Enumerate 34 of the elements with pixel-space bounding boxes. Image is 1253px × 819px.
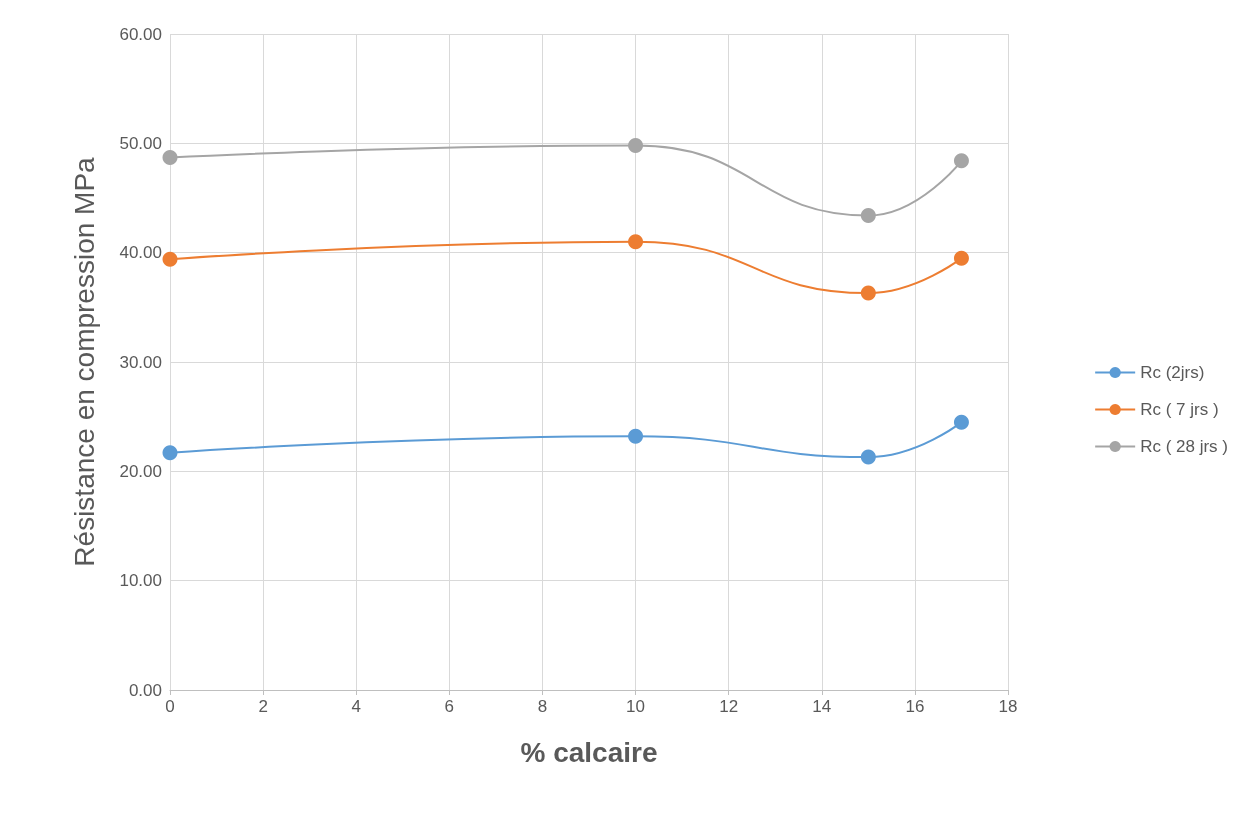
x-tick-label: 12 [719, 697, 739, 716]
point [162, 150, 178, 166]
x-tick-label: 18 [998, 697, 1018, 716]
legend-label: Rc ( 7 jrs ) [1140, 400, 1219, 419]
x-tick-label: 0 [165, 697, 175, 716]
point [162, 251, 178, 267]
y-tick-label: 0.00 [128, 680, 162, 700]
legend-label: Rc (2jrs) [1140, 363, 1205, 382]
y-tick-label: 10.00 [119, 571, 162, 591]
x-tick-label: 14 [812, 697, 832, 716]
point [860, 285, 876, 301]
point [953, 414, 969, 430]
x-tick-label: 6 [444, 697, 455, 716]
x-axis-title: % calcaire [520, 736, 658, 768]
x-tick-label: 4 [351, 697, 361, 716]
point [628, 234, 644, 250]
y-tick-label: 20.00 [119, 461, 162, 481]
point [953, 250, 969, 266]
y-axis-title: Résistance en compression MPa [68, 156, 100, 567]
legend-label: Rc ( 28 jrs ) [1140, 437, 1228, 456]
point [162, 445, 178, 461]
y-tick-label: 40.00 [119, 243, 162, 263]
x-tick-label: 16 [905, 697, 925, 716]
y-tick-label: 60.00 [119, 24, 162, 44]
point [860, 449, 876, 465]
y-tick-label: 50.00 [119, 133, 162, 153]
x-tick-label: 2 [258, 697, 268, 716]
x-tick-label: 8 [537, 697, 548, 716]
point [628, 138, 644, 154]
point [860, 208, 876, 223]
y-tick-label: 30.00 [119, 352, 162, 372]
point [628, 428, 644, 444]
point [953, 153, 969, 169]
x-tick-label: 10 [626, 697, 646, 716]
